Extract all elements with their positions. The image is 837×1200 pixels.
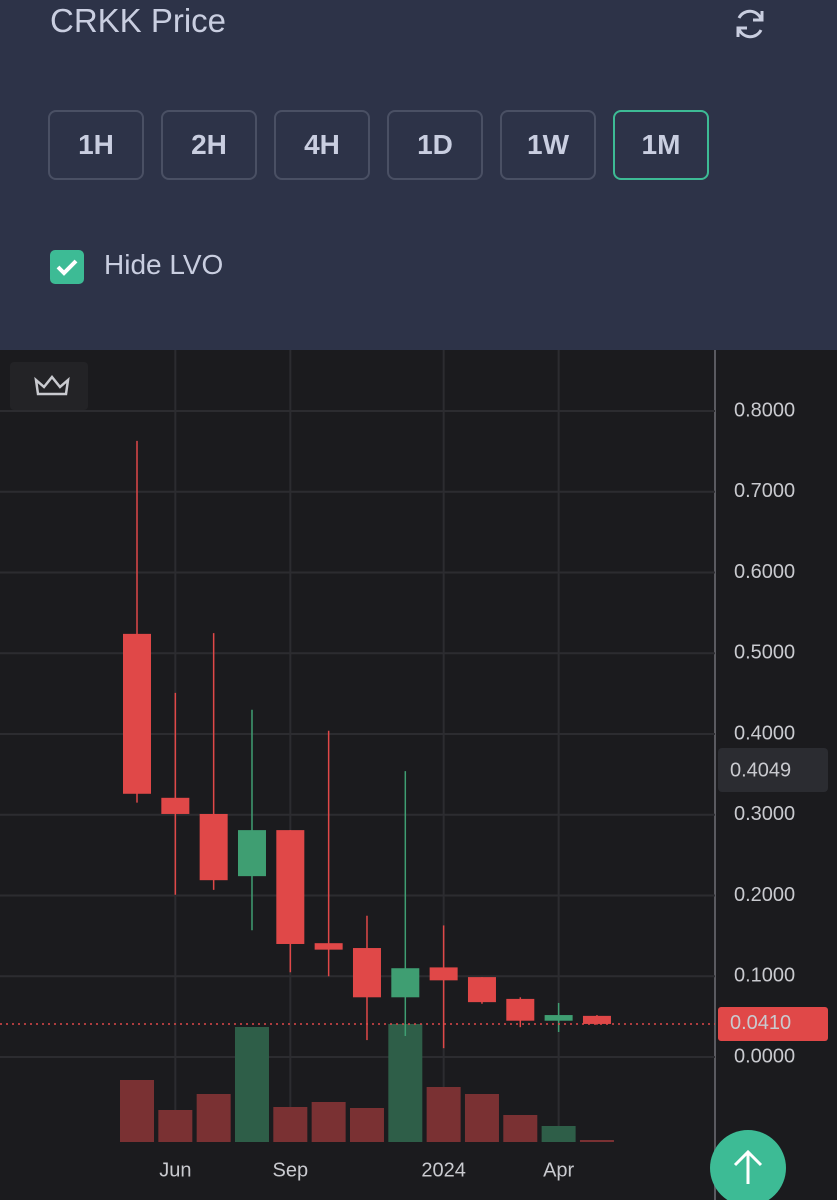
y-tick-label: 0.1000 (734, 965, 795, 987)
title: CRKK Price (50, 2, 227, 39)
candle-body (582, 1015, 611, 1024)
volume-bar (541, 1126, 576, 1142)
x-tick-label: Jun (159, 1159, 191, 1181)
chart: 0.8000 0.7000 0.6000 0.5000 0.4000 0.3000 0.20… (0, 350, 837, 1200)
crown-icon (34, 374, 70, 396)
checkbox-label[interactable]: Hide LVO (104, 249, 224, 280)
y-tick-label: 0.6000 (734, 561, 795, 583)
volume-bar (503, 1115, 538, 1142)
volume-bar (388, 1024, 423, 1142)
volume-bar (120, 1080, 154, 1142)
header: CRKK Price 1H 2H 4H 1D 1W 1M Hide LVO (0, 0, 837, 350)
candle-body (161, 797, 190, 814)
candle-body (276, 830, 305, 944)
crosshair-label-box (718, 748, 828, 792)
candle-body (391, 968, 420, 998)
volume-bar (579, 1140, 614, 1142)
logo-box (10, 362, 88, 410)
candle-body (544, 1015, 573, 1021)
candle-body (123, 633, 151, 794)
crosshair-label: 0.4049 (730, 759, 791, 781)
y-tick-label: 0.7000 (734, 480, 795, 502)
y-tick-label: 0.0000 (734, 1045, 795, 1067)
y-tick-label: 0.4000 (734, 722, 795, 744)
candle-body (237, 830, 266, 877)
x-tick-label: 2024 (421, 1159, 466, 1181)
arrow-up-icon (733, 1149, 763, 1184)
x-tick-label: Sep (273, 1159, 309, 1181)
candle-body (467, 977, 496, 1003)
y-tick-label: 0.5000 (734, 642, 795, 664)
volume-bar (234, 1027, 269, 1142)
timeframe-button[interactable]: 4H (274, 110, 370, 180)
volume-bar (311, 1102, 346, 1142)
check-icon (56, 259, 78, 276)
candle-body (506, 998, 535, 1021)
refresh-button[interactable] (732, 6, 768, 42)
candle-body (314, 943, 343, 950)
timeframe-button[interactable]: 2H (161, 110, 257, 180)
timeframe-button[interactable]: 1H (48, 110, 144, 180)
y-tick-label: 0.8000 (734, 399, 795, 421)
volume-bar (273, 1107, 308, 1142)
volume-bar (426, 1087, 461, 1142)
y-tick-label: 0.3000 (734, 803, 795, 825)
y-tick-label: 0.2000 (734, 884, 795, 906)
candle-body (352, 948, 381, 998)
volume-bar (158, 1110, 193, 1142)
last-price-label: 0.0410 (730, 1012, 791, 1034)
timeframe-button[interactable]: 1W (500, 110, 596, 180)
checkbox[interactable] (50, 250, 84, 284)
x-tick-label: Apr (543, 1159, 574, 1181)
timeframe-button[interactable]: 1D (387, 110, 483, 180)
candle-body (429, 967, 458, 981)
volume-bar (196, 1094, 231, 1142)
volume-bar (349, 1108, 384, 1142)
candle-body (199, 813, 228, 881)
last-price-box (718, 1006, 828, 1041)
timeframe-button[interactable]: 1M (613, 110, 709, 180)
volume-bar (464, 1094, 499, 1142)
